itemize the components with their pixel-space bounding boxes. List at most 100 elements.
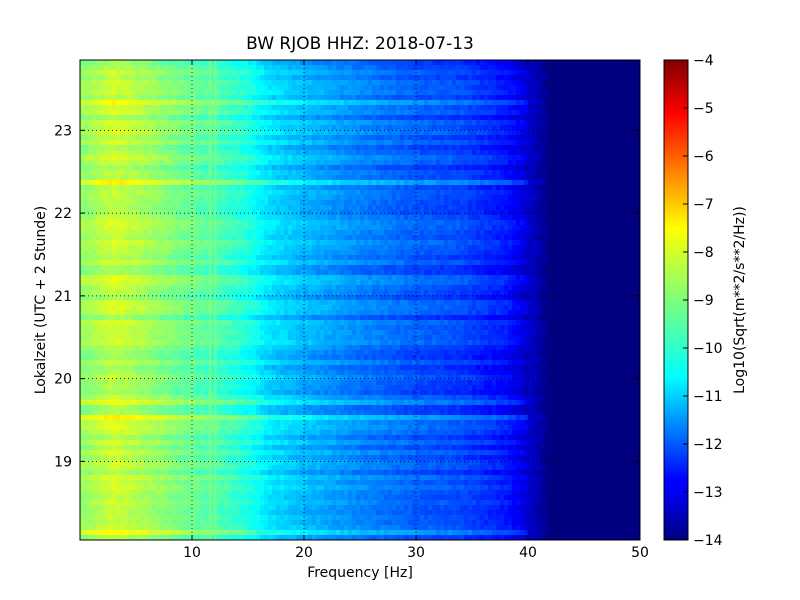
heatmap-cell xyxy=(136,70,141,76)
heatmap-cell xyxy=(228,130,233,136)
heatmap-cell xyxy=(280,65,285,71)
heatmap-cell xyxy=(520,75,525,81)
heatmap-cell xyxy=(120,155,125,161)
heatmap-cell xyxy=(340,105,345,111)
heatmap-cell xyxy=(608,195,613,201)
heatmap-cell xyxy=(320,135,325,141)
heatmap-cell xyxy=(344,200,349,206)
heatmap-cell xyxy=(116,210,121,216)
heatmap-cell xyxy=(300,95,305,101)
heatmap-cell xyxy=(468,195,473,201)
heatmap-cell xyxy=(264,120,269,126)
heatmap-cell xyxy=(492,170,497,176)
heatmap-cell xyxy=(604,140,609,146)
heatmap-cell xyxy=(476,220,481,226)
heatmap-cell xyxy=(316,180,321,186)
heatmap-cell xyxy=(336,140,341,146)
heatmap-cell xyxy=(112,215,117,221)
heatmap-cell xyxy=(568,185,573,191)
heatmap-cell xyxy=(204,75,209,81)
heatmap-cell xyxy=(268,115,273,121)
heatmap-cell xyxy=(596,105,601,111)
heatmap-cell xyxy=(124,150,129,156)
heatmap-cell xyxy=(432,165,437,171)
heatmap-cell xyxy=(168,200,173,206)
heatmap-cell xyxy=(156,125,161,131)
heatmap-cell xyxy=(484,175,489,181)
heatmap-cell xyxy=(232,175,237,181)
heatmap-cell xyxy=(252,130,257,136)
heatmap-cell xyxy=(556,110,561,116)
heatmap-cell xyxy=(280,210,285,216)
heatmap-cell xyxy=(432,90,437,96)
heatmap-cell xyxy=(308,150,313,156)
heatmap-cell xyxy=(608,100,613,106)
heatmap-cell xyxy=(248,125,253,131)
heatmap-cell xyxy=(424,230,429,236)
heatmap-cell xyxy=(476,60,481,66)
heatmap-cell xyxy=(540,190,545,196)
heatmap-cell xyxy=(236,85,241,91)
heatmap-cell xyxy=(196,120,201,126)
heatmap-cell xyxy=(192,80,197,86)
heatmap-cell xyxy=(604,215,609,221)
heatmap-cell xyxy=(80,160,85,166)
heatmap-cell xyxy=(532,70,537,76)
heatmap-cell xyxy=(384,145,389,151)
heatmap-cell xyxy=(200,170,205,176)
heatmap-cell xyxy=(296,125,301,131)
heatmap-cell xyxy=(632,75,637,81)
heatmap-cell xyxy=(364,210,369,216)
heatmap-cell xyxy=(268,165,273,171)
heatmap-cell xyxy=(376,105,381,111)
heatmap-cell xyxy=(520,85,525,91)
heatmap-cell xyxy=(316,235,321,241)
heatmap-cell xyxy=(312,110,317,116)
heatmap-cell xyxy=(140,205,145,211)
heatmap-cell xyxy=(84,60,89,66)
heatmap-cell xyxy=(168,115,173,121)
heatmap-cell xyxy=(184,60,189,66)
heatmap-cell xyxy=(380,185,385,191)
heatmap-cell xyxy=(308,125,313,131)
heatmap-cell xyxy=(192,175,197,181)
heatmap-cell xyxy=(224,140,229,146)
heatmap-cell xyxy=(280,205,285,211)
heatmap-cell xyxy=(108,190,113,196)
heatmap-cell xyxy=(284,100,289,106)
heatmap-cell xyxy=(624,60,629,66)
heatmap-cell xyxy=(612,225,617,231)
heatmap-cell xyxy=(200,230,205,236)
heatmap-cell xyxy=(432,230,437,236)
heatmap-cell xyxy=(116,145,121,151)
heatmap-cell xyxy=(292,115,297,121)
heatmap-cell xyxy=(400,60,405,66)
heatmap-cell xyxy=(288,225,293,231)
heatmap-cell xyxy=(300,75,305,81)
heatmap-cell xyxy=(316,75,321,81)
heatmap-cell xyxy=(468,220,473,226)
heatmap-cell xyxy=(128,215,133,221)
heatmap-cell xyxy=(304,135,309,141)
heatmap-cell xyxy=(316,95,321,101)
heatmap-cell xyxy=(476,100,481,106)
heatmap-cell xyxy=(140,95,145,101)
heatmap-cell xyxy=(480,110,485,116)
heatmap-cell xyxy=(132,185,137,191)
heatmap-cell xyxy=(460,115,465,121)
heatmap-cell xyxy=(88,95,93,101)
heatmap-cell xyxy=(600,150,605,156)
heatmap-cell xyxy=(560,105,565,111)
heatmap-cell xyxy=(524,195,529,201)
heatmap-cell xyxy=(600,165,605,171)
heatmap-cell xyxy=(580,170,585,176)
heatmap-cell xyxy=(292,185,297,191)
heatmap-cell xyxy=(96,110,101,116)
heatmap-cell xyxy=(348,70,353,76)
heatmap-cell xyxy=(108,230,113,236)
heatmap-cell xyxy=(344,90,349,96)
heatmap-cell xyxy=(596,70,601,76)
heatmap-cell xyxy=(312,135,317,141)
heatmap-cell xyxy=(464,215,469,221)
heatmap-cell xyxy=(92,90,97,96)
